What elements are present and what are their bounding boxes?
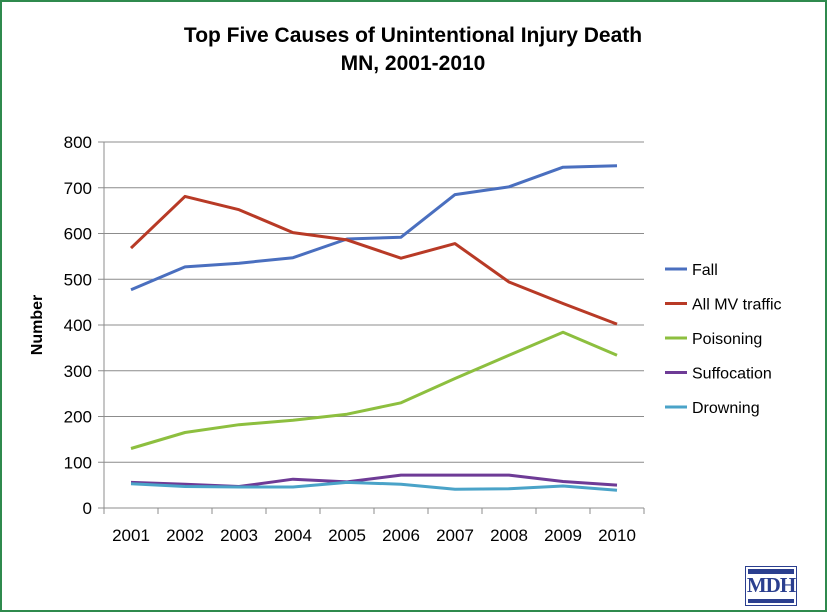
x-tick-label: 2007 — [436, 526, 474, 545]
chart-subtitle: MN, 2001-2010 — [341, 52, 486, 75]
legend-label-fall: Fall — [692, 262, 718, 279]
y-tick-label: 400 — [64, 316, 92, 335]
x-tick-label: 2009 — [544, 526, 582, 545]
y-tick-label: 800 — [64, 133, 92, 152]
y-tick-label: 200 — [64, 408, 92, 427]
series-line-drowning — [130, 480, 618, 492]
series-line-all-mv-traffic — [129, 194, 618, 326]
legend-label-all-mv-traffic: All MV traffic — [692, 297, 782, 314]
series-lines — [129, 164, 618, 492]
x-tick-label: 2001 — [112, 526, 150, 545]
series-line-poisoning — [130, 330, 618, 450]
series-line-fall — [130, 164, 618, 292]
y-axis-label: Number — [29, 295, 46, 355]
chart-title: Top Five Causes of Unintentional Injury … — [184, 24, 642, 47]
x-tick-labels: 2001 2002 2003 2004 2005 2006 2007 2008 2009 2010 — [112, 526, 636, 545]
x-tick-label: 2004 — [274, 526, 312, 545]
y-tick-label: 600 — [64, 225, 92, 244]
y-tick-label: 0 — [83, 499, 92, 518]
x-tick-label: 2010 — [598, 526, 636, 545]
y-tick-label: 300 — [64, 362, 92, 381]
legend: Fall All MV traffic Poisoning Suffocation Dr… — [665, 262, 782, 417]
legend-label-poisoning: Poisoning — [692, 331, 762, 348]
logo-text: MDH — [746, 573, 796, 597]
mdh-logo: MDH — [745, 566, 797, 606]
x-tick-label: 2002 — [166, 526, 204, 545]
y-tick-label: 500 — [64, 270, 92, 289]
y-tick-label: 100 — [64, 453, 92, 472]
logo-top-band — [748, 569, 794, 574]
logo-bottom-band — [748, 599, 794, 603]
x-tick-label: 2006 — [382, 526, 420, 545]
legend-label-suffocation: Suffocation — [692, 366, 772, 383]
y-tick-labels: 0 100 200 300 400 500 600 700 800 — [64, 133, 92, 518]
legend-label-drowning: Drowning — [692, 400, 760, 417]
x-tick-label: 2005 — [328, 526, 366, 545]
x-tick-label: 2008 — [490, 526, 528, 545]
y-tick-label: 700 — [64, 179, 92, 198]
x-tick-label: 2003 — [220, 526, 258, 545]
axes — [98, 141, 645, 514]
gridlines — [104, 141, 644, 463]
